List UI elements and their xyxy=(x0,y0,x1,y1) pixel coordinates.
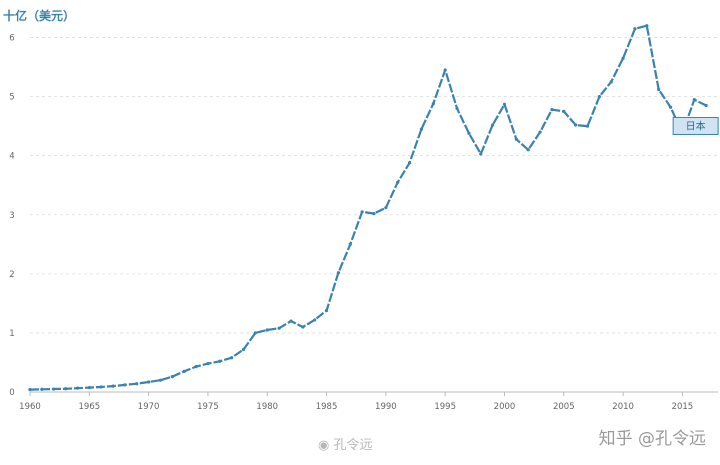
x-tick-label: 1960 xyxy=(19,402,41,412)
data-point xyxy=(336,271,341,275)
x-tick-label: 2010 xyxy=(612,402,634,412)
data-point xyxy=(230,356,234,360)
y-tick-label: 5 xyxy=(9,93,14,103)
weibo-watermark: ◉ 孔令远 xyxy=(318,434,373,453)
data-point xyxy=(550,108,554,112)
data-point xyxy=(597,95,601,99)
grid-lines xyxy=(30,37,718,334)
data-point xyxy=(218,359,222,363)
data-point xyxy=(431,102,435,106)
data-point xyxy=(170,375,174,379)
data-point xyxy=(313,318,317,322)
data-point xyxy=(645,24,649,28)
data-point xyxy=(147,380,151,384)
data-point xyxy=(621,56,625,60)
data-point xyxy=(265,328,269,332)
data-point xyxy=(455,106,459,111)
data-point xyxy=(609,80,613,84)
series-line-0 xyxy=(29,24,707,391)
data-point xyxy=(538,130,542,134)
y-tick-label: 0 xyxy=(9,388,14,398)
series-badge-box xyxy=(672,116,719,135)
data-point xyxy=(704,103,708,108)
data-point xyxy=(182,369,186,373)
x-tick-label: 1990 xyxy=(375,402,397,412)
y-tick-label: 2 xyxy=(9,270,14,280)
axes: 0 1 2 3 4 5 6 1960 1965 1970 1975 1980 1985 1990 1995 2… xyxy=(9,34,718,412)
y-tick-label: 6 xyxy=(9,34,14,44)
site-watermark: 知乎 @孔令远 xyxy=(598,429,706,449)
x-tick-label: 1985 xyxy=(316,402,338,412)
x-tick-label: 2005 xyxy=(553,402,575,412)
data-point xyxy=(514,137,518,141)
data-point xyxy=(111,384,115,388)
data-point xyxy=(657,87,661,92)
data-point xyxy=(407,161,412,165)
x-tick-label: 1995 xyxy=(434,402,456,412)
data-point xyxy=(99,385,103,389)
series-badge: 日本 xyxy=(672,116,719,135)
data-point xyxy=(467,131,471,135)
data-point xyxy=(419,127,424,131)
data-point xyxy=(63,387,68,391)
data-point xyxy=(348,242,352,246)
series-layer xyxy=(28,24,708,392)
series-name-label: 日本 xyxy=(686,119,706,132)
data-point xyxy=(52,387,56,391)
data-point xyxy=(289,319,293,323)
data-point xyxy=(75,386,80,390)
data-point xyxy=(396,180,400,184)
data-point xyxy=(384,206,388,210)
data-point xyxy=(443,68,447,72)
weibo-watermark-text: 孔令远 xyxy=(333,438,373,453)
data-point xyxy=(253,331,257,335)
data-point xyxy=(502,102,507,106)
data-point xyxy=(40,387,44,391)
data-point xyxy=(135,382,139,386)
data-point xyxy=(668,105,673,109)
x-tick-label: 2000 xyxy=(494,402,516,412)
data-point xyxy=(87,385,91,390)
data-point xyxy=(241,347,246,352)
x-tick-label: 1975 xyxy=(197,402,219,412)
data-point xyxy=(633,27,637,31)
x-tick-label: 1965 xyxy=(78,402,100,412)
y-tick-label: 3 xyxy=(9,211,14,221)
x-tick-label: 1980 xyxy=(256,402,278,412)
data-point xyxy=(585,124,590,128)
data-point xyxy=(692,97,696,102)
data-point xyxy=(28,388,32,392)
x-tick-label: 1970 xyxy=(138,402,160,412)
data-point xyxy=(277,326,281,330)
data-point xyxy=(360,210,364,214)
y-tick-label: 1 xyxy=(9,329,14,339)
data-point xyxy=(324,308,329,313)
weibo-icon: ◉ xyxy=(318,438,330,453)
data-point xyxy=(574,123,578,127)
data-point xyxy=(491,123,495,127)
data-point xyxy=(123,383,127,387)
x-tick-label: 2015 xyxy=(672,402,694,412)
data-point xyxy=(206,362,210,366)
y-axis-unit-label: 十亿（美元） xyxy=(3,9,76,23)
data-point xyxy=(301,325,305,329)
data-point xyxy=(526,148,530,152)
data-point xyxy=(372,211,376,216)
data-point xyxy=(158,378,163,382)
y-tick-label: 4 xyxy=(9,152,14,162)
data-point xyxy=(194,364,198,369)
data-point xyxy=(479,152,483,156)
data-point xyxy=(562,109,566,113)
